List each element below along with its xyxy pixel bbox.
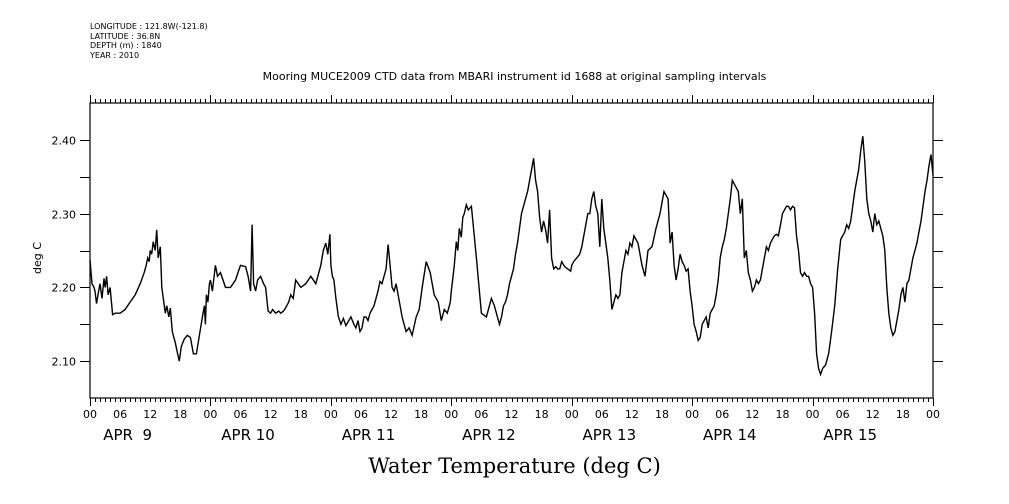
y-axis-ticks: 2.10 2.20 2.30 2.40 <box>52 135 943 369</box>
x-tick-label: 00 <box>444 408 458 421</box>
x-day-label: APR 13 <box>583 426 637 444</box>
x-day-label: APR 10 <box>221 426 275 444</box>
x-tick-label: 12 <box>143 408 157 421</box>
x-day-label: APR 9 <box>103 426 152 444</box>
x-tick-label: 00 <box>324 408 338 421</box>
x-tick-label: 00 <box>203 408 217 421</box>
x-tick-label: 00 <box>565 408 579 421</box>
x-tick-label: 18 <box>896 408 910 421</box>
x-day-label: APR 12 <box>462 426 516 444</box>
x-tick-label: 06 <box>595 408 609 421</box>
x-tick-label: 06 <box>113 408 127 421</box>
x-day-label: APR 11 <box>342 426 396 444</box>
x-tick-label: 12 <box>384 408 398 421</box>
x-tick-label: 18 <box>173 408 187 421</box>
y-tick-label: 2.10 <box>52 356 77 369</box>
x-axis-ticks: 00 06 12 18 00 06 12 18 00 06 12 18 00 06 12 18 00 06 12 18… <box>83 95 940 444</box>
x-tick-label: 18 <box>414 408 428 421</box>
longitude-label: LONGITUDE : 121.8W(-121.8) <box>90 22 208 31</box>
x-day-label: APR 15 <box>823 426 877 444</box>
x-tick-label: 18 <box>294 408 308 421</box>
y-tick-label: 2.40 <box>52 135 77 148</box>
series-group <box>89 136 934 377</box>
x-tick-label: 00 <box>926 408 940 421</box>
x-tick-label: 06 <box>234 408 248 421</box>
x-axis-title: Water Temperature (deg C) <box>368 454 661 478</box>
x-tick-label: 18 <box>775 408 789 421</box>
x-tick-label: 12 <box>866 408 880 421</box>
x-tick-label: 06 <box>715 408 729 421</box>
x-day-label: APR 14 <box>703 426 757 444</box>
latitude-label: LATITUDE : 36.8N <box>90 31 161 41</box>
series-line-water-temperature <box>89 136 934 377</box>
x-tick-label: 12 <box>505 408 519 421</box>
y-tick-label: 2.30 <box>52 209 77 222</box>
chart-title: Mooring MUCE2009 CTD data from MBARI ins… <box>262 70 767 83</box>
y-tick-label: 2.20 <box>52 282 77 295</box>
x-tick-label: 12 <box>625 408 639 421</box>
axes-frame <box>89 102 934 399</box>
x-tick-label: 12 <box>264 408 278 421</box>
x-tick-label: 06 <box>474 408 488 421</box>
x-tick-label: 06 <box>836 408 850 421</box>
depth-label: DEPTH (m) : 1840 <box>90 41 162 50</box>
x-tick-label: 00 <box>83 408 97 421</box>
x-tick-label: 00 <box>806 408 820 421</box>
metadata-block: LONGITUDE : 121.8W(-121.8) LATITUDE : 36… <box>90 22 208 60</box>
y-axis-label: deg C <box>31 242 44 274</box>
x-tick-label: 18 <box>535 408 549 421</box>
plot-border <box>89 102 934 399</box>
x-tick-label: 12 <box>745 408 759 421</box>
year-label: YEAR : 2010 <box>90 50 140 60</box>
x-tick-label: 00 <box>685 408 699 421</box>
x-tick-label: 18 <box>655 408 669 421</box>
x-tick-label: 06 <box>354 408 368 421</box>
